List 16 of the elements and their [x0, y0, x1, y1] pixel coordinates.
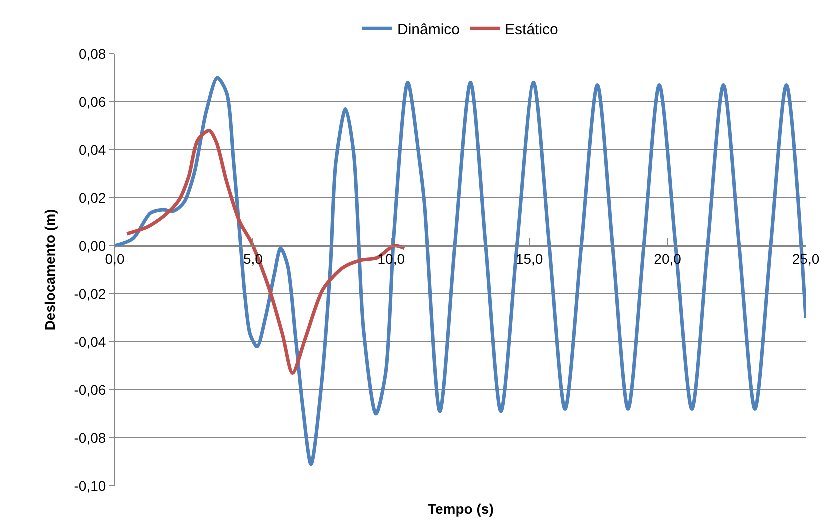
- y-tick-label: 0,02: [78, 190, 106, 206]
- y-tick-label: 0,00: [78, 238, 106, 254]
- y-tick-label: -0,08: [74, 430, 106, 446]
- x-tick-label: 0,0: [105, 250, 125, 267]
- legend-label: Dinâmico: [398, 21, 460, 38]
- y-tick-label: -0,04: [74, 334, 106, 350]
- line-series: [125, 129, 406, 375]
- y-tick-label: 0,04: [78, 142, 106, 158]
- legend-label: Estático: [505, 21, 558, 38]
- y-tick-label: -0,06: [74, 382, 106, 398]
- y-axis-title: Deslocamento (m): [42, 209, 58, 331]
- y-tick-label: -0,02: [74, 286, 106, 302]
- x-axis-title: Tempo (s): [428, 501, 494, 517]
- y-tick-label: 0,08: [78, 46, 106, 62]
- y-tick-label: -0,10: [74, 478, 106, 494]
- y-tick-label: 0,06: [78, 94, 106, 110]
